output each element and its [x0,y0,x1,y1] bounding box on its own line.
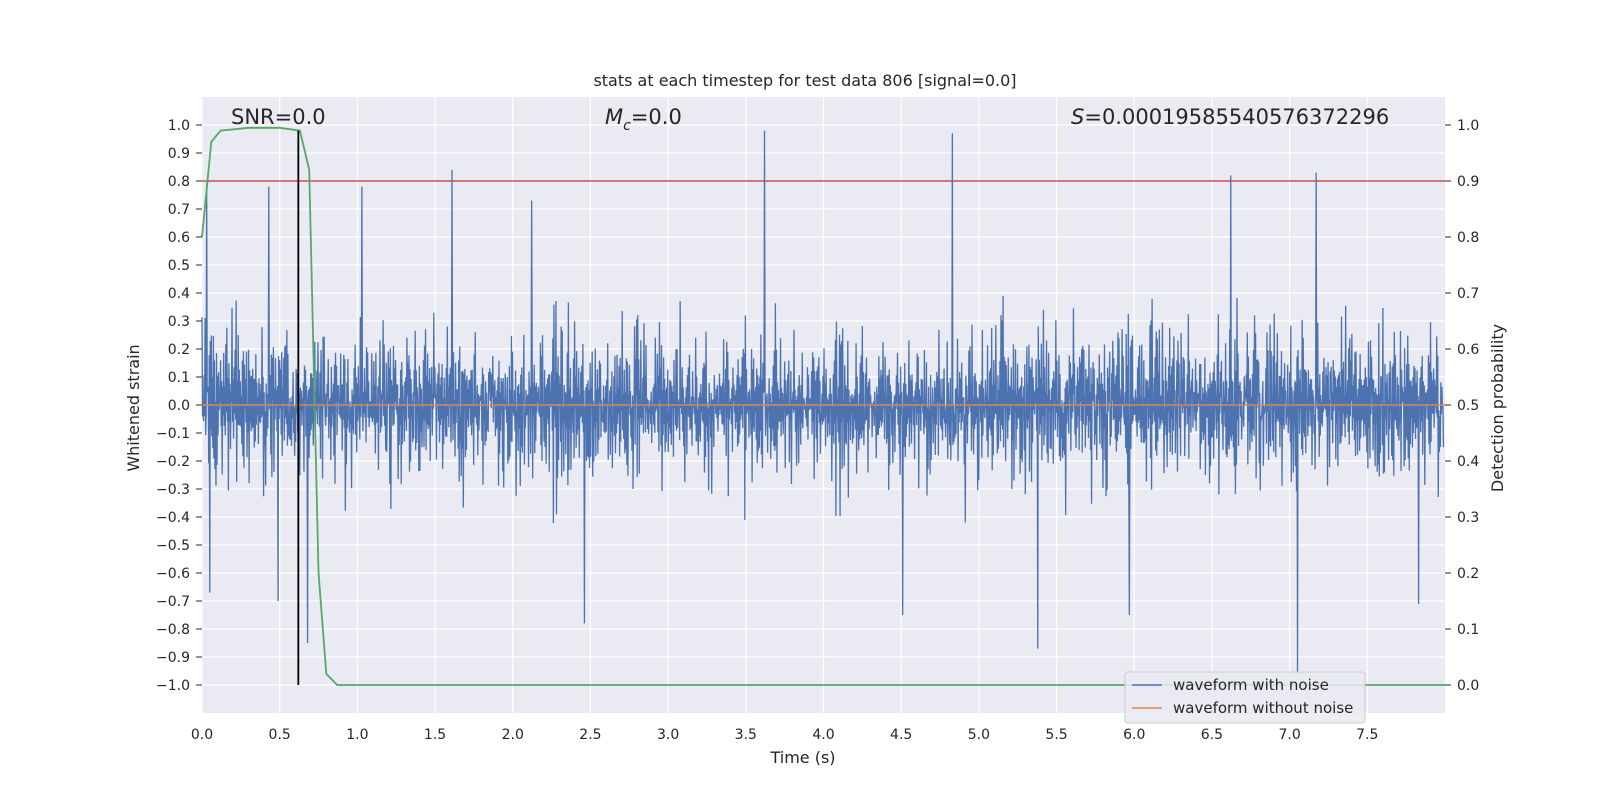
y-left-tick-label: 0.4 [168,286,190,302]
y-left-tick-label: −0.1 [156,426,190,442]
series-waveform-with-noise [201,130,1445,674]
series-layer [201,126,1445,686]
y-left-tick-label: 0.8 [168,174,190,190]
series-detection-probability [201,126,1445,686]
y-left-tick-label: −0.5 [156,538,190,554]
score-symbol: S [1071,105,1084,129]
y-left-tick-label: −0.6 [156,566,190,582]
x-tick-label: 3.0 [657,727,679,743]
score-value: =0.00019585540576372296 [1084,105,1389,129]
score-annotation: S=0.00019585540576372296 [1071,105,1389,129]
x-tick-label: 5.0 [968,727,990,743]
y-left-tick-label: 0.1 [168,370,190,386]
x-tick-label: 0.0 [191,727,213,743]
legend-box [1124,671,1366,724]
y-right-tick-label: 0.6 [1457,342,1479,358]
legend-label-noise: waveform with noise [1173,676,1329,694]
y-right-tick-label: 1.0 [1457,118,1479,134]
y-axis-label-right: Detection probability [1488,324,1507,492]
x-axis-label: Time (s) [769,748,835,767]
x-tick-label: 2.0 [502,727,524,743]
y-right-tick-label: 0.0 [1457,678,1479,694]
y-right-tick-label: 0.8 [1457,230,1479,246]
ticks-layer: 0.0 0.5 1.0 1.5 2.0 2.5 3.0 3.5 4.0 4.5 5.0 5.5 6.0 6… [156,118,1479,743]
chirp-mass-value: =0.0 [631,105,682,129]
legend-label-clean: waveform without noise [1173,699,1353,717]
y-left-tick-label: 0.7 [168,202,190,218]
x-tick-label: 6.5 [1201,727,1223,743]
y-left-tick-label: 1.0 [168,118,190,134]
chirp-mass-symbol: M [605,105,623,129]
y-right-tick-label: 0.3 [1457,510,1479,526]
x-tick-label: 1.5 [424,727,446,743]
legend: waveform with noise waveform without noi… [1124,671,1366,724]
y-right-tick-label: 0.4 [1457,454,1479,470]
x-tick-label: 5.5 [1045,727,1067,743]
x-tick-label: 2.5 [579,727,601,743]
y-left-tick-label: −0.9 [156,650,190,666]
x-tick-label: 4.5 [890,727,912,743]
x-tick-label: 0.5 [269,727,291,743]
chirp-mass-annotation: Mc=0.0 [605,105,682,134]
y-left-tick-label: 0.0 [168,398,190,414]
y-right-tick-label: 0.2 [1457,566,1479,582]
y-right-tick-label: 0.7 [1457,286,1479,302]
y-left-tick-label: −0.8 [156,622,190,638]
y-left-tick-label: −0.7 [156,594,190,610]
x-tick-label: 4.0 [812,727,834,743]
y-left-tick-label: 0.6 [168,230,190,246]
x-tick-label: 3.5 [735,727,757,743]
y-right-tick-label: 0.9 [1457,174,1479,190]
x-tick-label: 6.0 [1123,727,1145,743]
snr-annotation: SNR=0.0 [231,105,326,129]
y-left-tick-label: −0.4 [156,510,190,526]
y-right-tick-label: 0.5 [1457,398,1479,414]
y-left-tick-label: 0.3 [168,314,190,330]
chart-title: stats at each timestep for test data 806… [593,71,1016,90]
y-left-tick-label: 0.9 [168,146,190,162]
y-left-tick-label: −1.0 [156,678,190,694]
x-tick-label: 7.5 [1356,727,1378,743]
y-right-tick-label: 0.1 [1457,622,1479,638]
x-tick-label: 1.0 [346,727,368,743]
y-left-tick-label: 0.2 [168,342,190,358]
y-axis-label-left: Whitened strain [124,344,143,471]
y-left-tick-label: −0.2 [156,454,190,470]
x-tick-label: 7.0 [1278,727,1300,743]
y-left-tick-label: 0.5 [168,258,190,274]
y-left-tick-label: −0.3 [156,482,190,498]
chirp-mass-subscript: c [623,118,631,134]
